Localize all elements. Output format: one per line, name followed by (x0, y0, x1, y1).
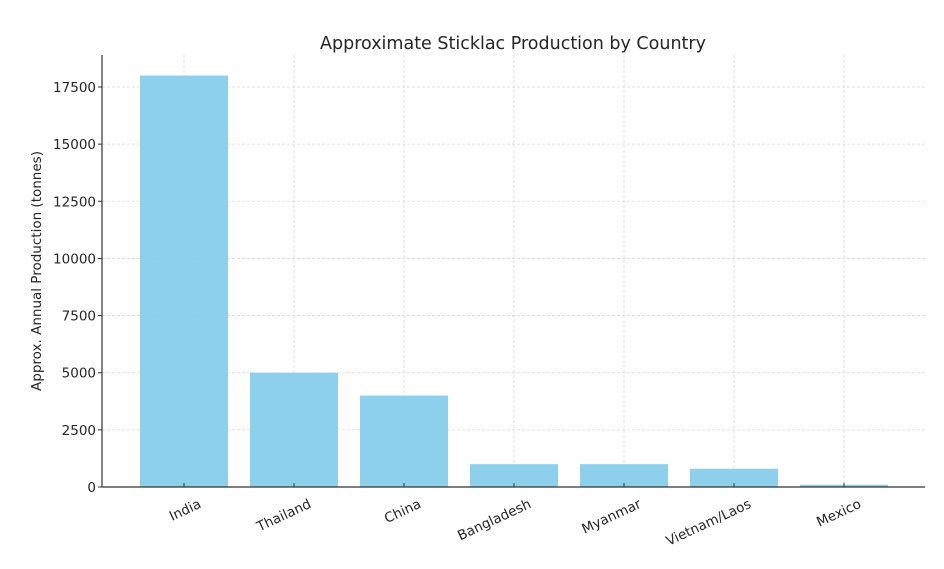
bar-india (140, 75, 228, 488)
bar-thailand (250, 372, 338, 487)
bar-china (360, 395, 448, 487)
y-axis-label: Approx. Annual Production (tonnes) (29, 151, 45, 391)
y-tick-label: 2500 (62, 423, 96, 439)
y-tick-label: 5000 (62, 366, 96, 382)
x-tick-label: Bangladesh (455, 496, 534, 544)
chart-title: Approximate Sticklac Production by Count… (320, 34, 706, 54)
x-tick-label: Myanmar (579, 496, 644, 538)
x-tick-label: China (382, 496, 424, 527)
x-tick-label: Thailand (253, 496, 313, 535)
x-tick-label: Vietnam/Laos (664, 496, 754, 549)
y-tick-label: 7500 (62, 309, 96, 325)
x-axis-ticks: India Thailand China Bangladesh Myanmar Vietn… (167, 483, 864, 549)
grid-lines (102, 55, 925, 487)
y-tick-label: 10000 (53, 251, 96, 267)
bars (140, 75, 888, 488)
y-tick-label: 0 (87, 480, 96, 496)
x-tick-label: India (167, 496, 204, 525)
y-tick-label: 15000 (53, 137, 96, 153)
y-axis-ticks: 0 2500 5000 7500 10000 12500 15000 17500 (53, 80, 102, 496)
bar-vietnam-laos (690, 468, 778, 487)
x-tick-label: Mexico (814, 496, 863, 530)
bar-bangladesh (470, 464, 558, 487)
y-tick-label: 12500 (53, 194, 96, 210)
bar-myanmar (580, 464, 668, 487)
y-tick-label: 17500 (53, 80, 96, 96)
